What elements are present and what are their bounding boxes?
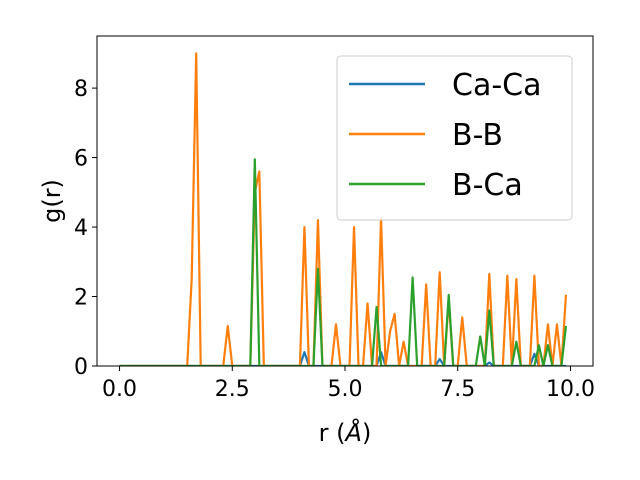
y-axis-label: g(r) (38, 179, 66, 223)
x-tick-label: 10.0 (546, 377, 595, 402)
series-line-1 (119, 52, 568, 366)
legend: Ca-Ca B-B B-Ca (336, 55, 573, 221)
x-axis-label-unit: Å (344, 418, 362, 447)
x-axis-label: r (Å) (319, 418, 372, 447)
legend-label-1: B-B (452, 118, 503, 153)
y-tick-label: 6 (74, 147, 88, 172)
series-layer (119, 52, 568, 366)
series-line-2 (119, 158, 568, 366)
series-line-0 (119, 351, 566, 366)
y-tick-label: 2 (74, 286, 88, 311)
y-tick-label: 8 (74, 77, 88, 102)
legend-entries: Ca-Ca B-B B-Ca (349, 68, 542, 203)
x-tick-label: 5.0 (328, 377, 363, 402)
x-axis: 0.0 2.5 5.0 7.5 10.0 (102, 366, 595, 402)
x-tick-label: 7.5 (440, 377, 475, 402)
y-tick-label: 4 (74, 216, 88, 241)
legend-label-0: Ca-Ca (452, 68, 542, 103)
y-axis: 0 2 4 6 8 (74, 77, 97, 380)
x-axis-label-close: ) (362, 419, 371, 447)
x-axis-label-text: r ( (319, 419, 346, 447)
legend-label-2: B-Ca (452, 168, 523, 203)
y-tick-label: 0 (74, 355, 88, 380)
x-tick-label: 0.0 (102, 377, 137, 402)
legend-box (336, 55, 573, 221)
x-tick-label: 2.5 (215, 377, 250, 402)
